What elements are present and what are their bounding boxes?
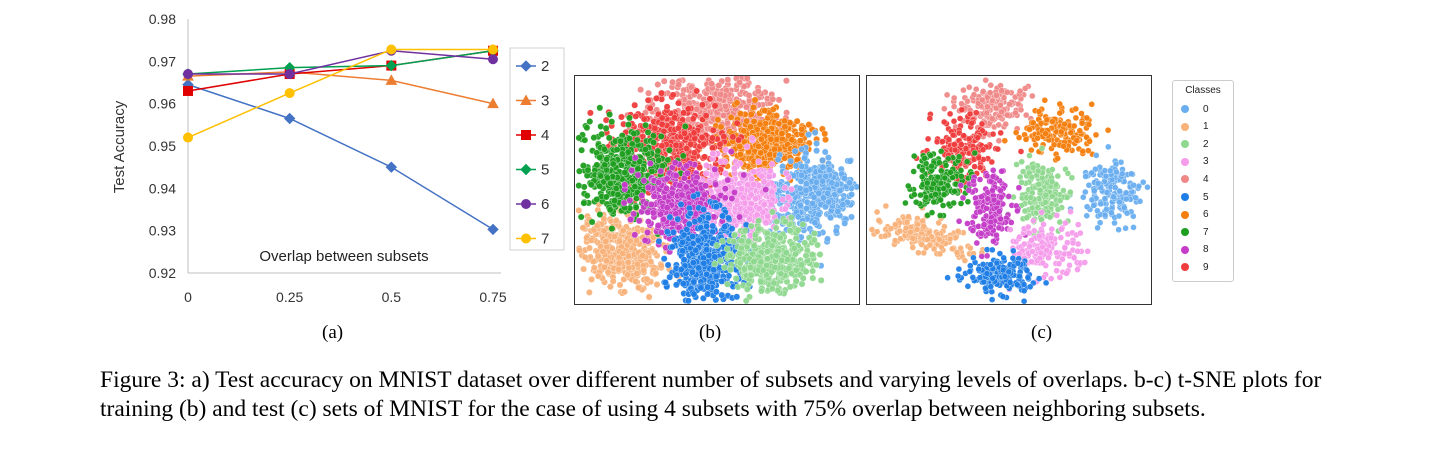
data-point <box>385 59 398 72</box>
data-point <box>487 97 499 109</box>
data-point <box>385 161 398 173</box>
tsne-cluster-class-1 <box>868 202 986 264</box>
legend-class-label: 2 <box>1203 138 1209 150</box>
legend-dot-icon <box>1181 210 1189 219</box>
legend-class-label: 3 <box>1203 156 1209 168</box>
legend-class-6: 6 <box>1181 207 1209 223</box>
legend-class-label: 5 <box>1203 191 1209 203</box>
data-point <box>183 69 193 80</box>
data-point <box>521 233 531 244</box>
legend-dot-icon <box>1181 193 1189 201</box>
data-point <box>488 44 498 55</box>
data-point <box>183 85 193 96</box>
legend-class-2: 2 <box>1181 136 1209 152</box>
legend-class-9: 9 <box>1181 259 1209 275</box>
tsne-cluster-class-5 <box>944 246 1050 304</box>
panel-label-c: (c) <box>1031 322 1053 343</box>
legend-dot-icon <box>1181 105 1189 113</box>
tsne-test-plot <box>866 75 1152 305</box>
panel-label-a: (a) <box>322 322 344 343</box>
legend-class-7: 7 <box>1181 224 1209 240</box>
tsne-cluster-class-8 <box>955 167 1029 260</box>
accuracy-line-chart: 0.92 0.93 0.94 0.95 0.96 0.97 0.98 0 0.25 0.5 0.75… <box>111 11 565 305</box>
legend-class-label: 7 <box>1203 226 1209 238</box>
legend-class-8: 8 <box>1181 242 1209 258</box>
data-point <box>520 163 532 176</box>
data-point <box>386 44 397 55</box>
series-line-5 <box>187 50 494 75</box>
legend-class-4: 4 <box>1181 171 1209 187</box>
legend-dot-icon <box>1181 175 1189 184</box>
legend-class-label: 6 <box>1203 209 1209 221</box>
tsne-cluster-class-2 <box>711 208 825 304</box>
data-point <box>520 60 532 72</box>
x-tick-label: 0.5 <box>382 289 402 305</box>
legend-dot-icon <box>1181 228 1189 237</box>
series-line-3 <box>187 71 494 105</box>
series-legend <box>509 47 565 251</box>
series-line-6 <box>188 49 494 75</box>
figure-caption: Figure 3: a) Test accuracy on MNIST data… <box>100 367 1322 422</box>
legend-label: 2 <box>541 58 549 75</box>
data-point <box>488 54 498 65</box>
legend-class-label: 0 <box>1203 103 1209 115</box>
data-point <box>284 88 295 99</box>
legend-label: 6 <box>541 196 549 213</box>
tsne-classes-legend: Classes 0 1 2 3 4 5 6 7 8 9 <box>1172 80 1234 282</box>
x-tick-label: 0.25 <box>276 289 303 305</box>
legend-label: 4 <box>541 127 549 144</box>
y-tick-label: 0.93 <box>149 223 176 239</box>
legend-class-3: 3 <box>1181 154 1209 170</box>
data-point <box>385 74 398 85</box>
legend-class-1: 1 <box>1181 119 1209 135</box>
tsne-train-plot <box>574 75 860 305</box>
x-tick-label: 0.75 <box>479 289 506 305</box>
y-tick-label: 0.92 <box>149 265 176 281</box>
legend-dot-icon <box>1181 157 1189 166</box>
y-tick-label: 0.98 <box>149 11 176 27</box>
legend-class-5: 5 <box>1181 189 1209 205</box>
overlap-annotation: Overlap between subsets <box>259 248 428 265</box>
data-point <box>487 223 499 236</box>
legend-class-label: 4 <box>1203 173 1209 185</box>
legend-label: 3 <box>541 93 549 110</box>
legend-dot-icon <box>1181 122 1189 131</box>
y-tick-label: 0.95 <box>149 138 176 154</box>
legend-class-0: 0 <box>1181 101 1209 117</box>
series-line-2 <box>187 83 494 231</box>
legend-dot-icon <box>1181 140 1189 149</box>
legend-class-label: 8 <box>1203 244 1209 256</box>
data-point <box>183 132 193 143</box>
panel-label-b: (b) <box>699 322 722 343</box>
y-tick-label: 0.97 <box>149 53 176 69</box>
tsne-cluster-class-1 <box>575 189 695 301</box>
legend-label: 5 <box>541 162 549 179</box>
data-point <box>520 94 532 105</box>
legend-label: 7 <box>541 231 549 248</box>
y-tick-label: 0.96 <box>149 96 176 112</box>
legend-class-label: 9 <box>1203 261 1209 273</box>
data-point <box>521 199 531 209</box>
tsne-cluster-class-5 <box>655 190 755 304</box>
tsne-cluster-class-0 <box>759 129 859 270</box>
tsne-cluster-class-4 <box>941 77 1041 146</box>
data-point <box>283 112 296 125</box>
x-tick-label: 0 <box>184 289 192 305</box>
tsne-cluster-class-3 <box>1006 208 1091 293</box>
y-tick-label: 0.94 <box>149 180 176 196</box>
tsne-cluster-class-6 <box>1001 97 1112 164</box>
tsne-cluster-class-0 <box>1066 143 1151 233</box>
legend-dot-icon <box>1181 245 1189 254</box>
legend-class-label: 1 <box>1203 121 1209 133</box>
legend-dot-icon <box>1181 263 1189 272</box>
data-point <box>284 69 295 80</box>
legend-title: Classes <box>1185 85 1221 96</box>
data-point <box>521 130 531 140</box>
series-line-7 <box>187 48 493 139</box>
y-axis-label: Test Accuracy <box>111 100 128 193</box>
